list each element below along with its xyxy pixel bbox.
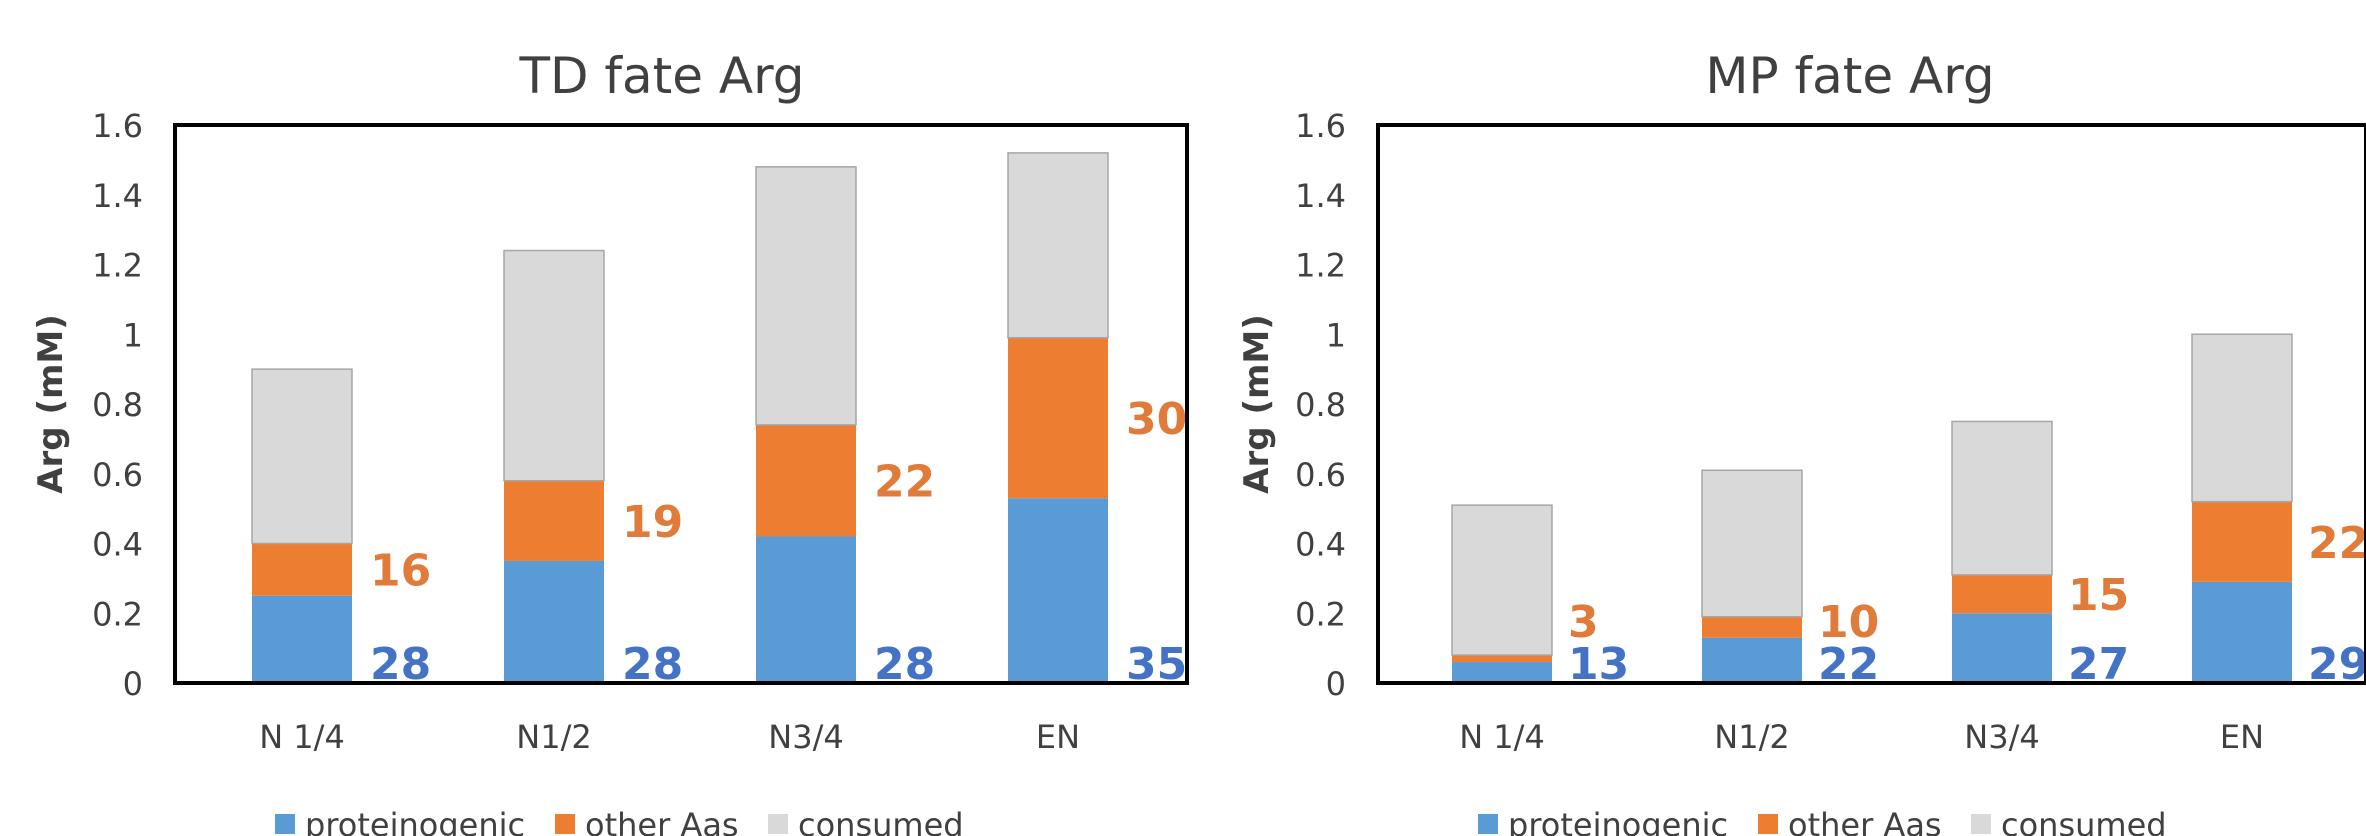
data-label-other-aas: 22 [874, 457, 935, 508]
x-tick-label: N3/4 [768, 718, 843, 756]
y-tick-label: 1.2 [92, 247, 143, 285]
legend-swatch-proteinogenic [1478, 814, 1498, 834]
y-tick-label: 1.6 [1295, 107, 1346, 145]
y-tick-label: 1.2 [1295, 247, 1346, 285]
bar-proteinogenic [504, 560, 604, 683]
bar-proteinogenic [756, 536, 856, 683]
y-tick-label: 0.4 [92, 526, 143, 564]
bar-proteinogenic [252, 595, 352, 683]
legend-label: proteinogenic [305, 806, 525, 836]
y-tick-label: 0.4 [1295, 526, 1346, 564]
data-label-other-aas: 22 [2308, 518, 2366, 569]
legend-swatch-other-aas [555, 814, 575, 834]
y-tick-label: 1.4 [92, 177, 143, 215]
y-axis-label: Arg (mM) [1237, 314, 1277, 494]
legend-label: proteinogenic [1508, 806, 1728, 836]
bar-other-aas [252, 543, 352, 596]
legend-swatch-consumed [768, 814, 788, 834]
data-label-other-aas: 3 [1568, 597, 1599, 648]
y-tick-label: 1 [1326, 316, 1346, 354]
y-tick-label: 0.2 [92, 595, 143, 633]
bar-consumed [251, 368, 353, 545]
data-label-other-aas: 30 [1126, 394, 1187, 445]
bar-consumed [1007, 152, 1109, 339]
legend-swatch-consumed [1971, 814, 1991, 834]
y-tick-label: 0.6 [92, 456, 143, 494]
chart-title: MP fate Arg [1705, 47, 1994, 105]
bar-other-aas [756, 424, 856, 537]
y-tick-label: 0.6 [1295, 456, 1346, 494]
bar-consumed [1451, 504, 1553, 656]
y-axis-label: Arg (mM) [31, 314, 71, 494]
y-tick-label: 1.6 [92, 107, 143, 145]
data-label-other-aas: 19 [622, 497, 683, 548]
data-label-other-aas: 15 [2068, 570, 2129, 621]
x-tick-label: N1/2 [1714, 718, 1789, 756]
legend-swatch-proteinogenic [275, 814, 295, 834]
plot-area-border [1376, 123, 2366, 685]
bar-proteinogenic [1452, 662, 1552, 683]
legend-label: other Aas [585, 806, 739, 836]
bar-consumed [2191, 333, 2293, 503]
x-tick-label: N 1/4 [1459, 718, 1545, 756]
x-tick-label: N1/2 [516, 718, 591, 756]
bar-other-aas [1952, 574, 2052, 614]
y-tick-label: 0 [1326, 665, 1346, 703]
chart-title: TD fate Arg [518, 47, 804, 105]
x-tick-label: N 1/4 [259, 718, 345, 756]
y-tick-label: 1.4 [1295, 177, 1346, 215]
bar-proteinogenic [2192, 581, 2292, 683]
data-label-other-aas: 10 [1818, 597, 1879, 648]
bar-proteinogenic [1952, 613, 2052, 683]
bar-proteinogenic [1008, 498, 1108, 683]
bar-consumed [1951, 420, 2053, 576]
y-tick-label: 0.2 [1295, 595, 1346, 633]
data-label-other-aas: 16 [370, 546, 431, 597]
bar-other-aas [504, 480, 604, 561]
bar-proteinogenic [1702, 637, 1802, 683]
bar-consumed [1701, 469, 1803, 618]
x-tick-label: EN [2220, 718, 2264, 756]
x-tick-label: EN [1036, 718, 1080, 756]
bar-other-aas [1702, 616, 1802, 638]
y-tick-label: 0 [123, 665, 143, 703]
bar-other-aas [1452, 655, 1552, 663]
y-tick-label: 0.8 [92, 386, 143, 424]
bar-consumed [755, 166, 857, 426]
bar-other-aas [1008, 337, 1108, 499]
legend-label: other Aas [1788, 806, 1942, 836]
legend-swatch-other-aas [1758, 814, 1778, 834]
legend-label: consumed [798, 806, 964, 836]
bar-other-aas [2192, 501, 2292, 582]
x-tick-label: N3/4 [1964, 718, 2039, 756]
y-tick-label: 0.8 [1295, 386, 1346, 424]
plot-area-border [173, 123, 1189, 685]
legend-label: consumed [2001, 806, 2167, 836]
y-tick-label: 1 [123, 316, 143, 354]
bar-consumed [503, 249, 605, 482]
